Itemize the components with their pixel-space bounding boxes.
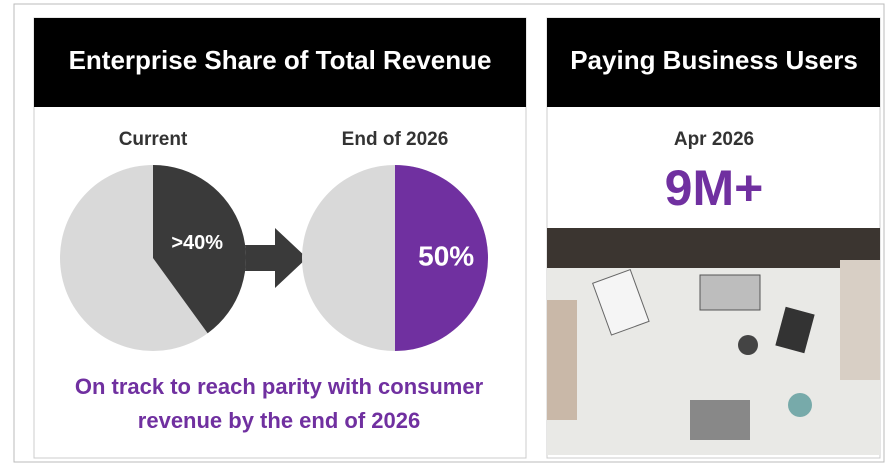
metric: 9M+: [665, 160, 764, 216]
pie-title: Current: [119, 129, 188, 150]
photo: [547, 228, 880, 455]
pie-title: End of 2026: [342, 129, 449, 150]
pie-label: >40%: [171, 232, 223, 254]
page: Enterprise Share of Total Revenue On tra…: [0, 0, 895, 473]
date: Apr 2026: [674, 129, 754, 150]
right-title: Paying Business Users: [570, 45, 858, 75]
slide: Enterprise Share of Total Revenue On tra…: [0, 0, 895, 468]
left-title: Enterprise Share of Total Revenue: [69, 45, 492, 75]
caption-line: revenue by the end of 2026: [138, 408, 420, 433]
caption-line: On track to reach parity with consumer: [75, 374, 484, 399]
pie-label: 50%: [418, 240, 474, 271]
